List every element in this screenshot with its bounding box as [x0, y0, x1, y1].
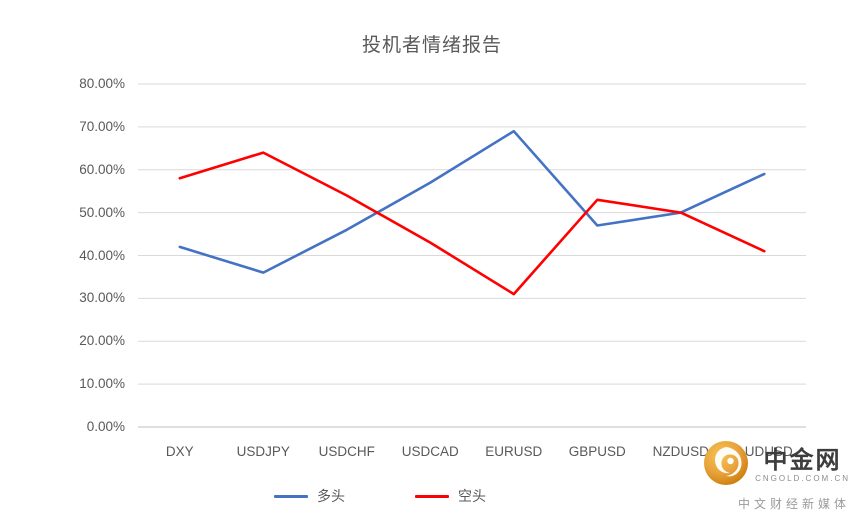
y-axis-tick-label: 30.00%: [79, 290, 125, 306]
cngold-logo-icon: [703, 440, 749, 491]
y-axis-tick-label: 70.00%: [79, 118, 125, 134]
legend-label: 空头: [458, 488, 486, 504]
y-axis-tick-label: 80.00%: [79, 76, 125, 91]
y-axis-tick-label: 20.00%: [79, 333, 125, 349]
series-line-空头: [178, 151, 766, 296]
y-axis-tick-label: 0.00%: [86, 419, 125, 434]
legend-swatch: [274, 494, 308, 498]
x-axis-label: AUDUSD: [735, 444, 793, 459]
legend: 多头 空头: [0, 486, 760, 506]
x-axis-label: EURUSD: [485, 444, 543, 459]
y-axis-tick-label: 40.00%: [79, 247, 125, 263]
x-axis-label: USDCAD: [401, 444, 459, 459]
y-axis-tick-label: 60.00%: [79, 161, 125, 177]
y-axis-tick-label: 10.00%: [79, 376, 125, 392]
series-line-多头: [178, 129, 766, 274]
brand-tagline: 中文财经新媒体: [737, 497, 850, 511]
legend-swatch: [415, 494, 449, 498]
brand-name: 中金网: [763, 446, 842, 474]
brand-watermark: 中金网 CNGOLD.COM.CN 中文财经新媒体: [675, 440, 850, 512]
y-axis-tick-label: 50.00%: [79, 204, 125, 220]
x-axis-label: USDCHF: [318, 444, 375, 459]
brand-domain: CNGOLD.COM.CN: [755, 473, 850, 483]
legend-item: 多头: [274, 486, 345, 506]
legend-label: 多头: [317, 488, 345, 504]
legend-item: 空头: [415, 486, 486, 506]
x-axis-label: GBPUSD: [568, 444, 626, 459]
x-axis-label: DXY: [165, 444, 194, 459]
chart-title: 投机者情绪报告: [361, 35, 502, 56]
x-axis-label: NZDUSD: [652, 444, 709, 459]
x-axis-label: USDJPY: [236, 444, 290, 459]
